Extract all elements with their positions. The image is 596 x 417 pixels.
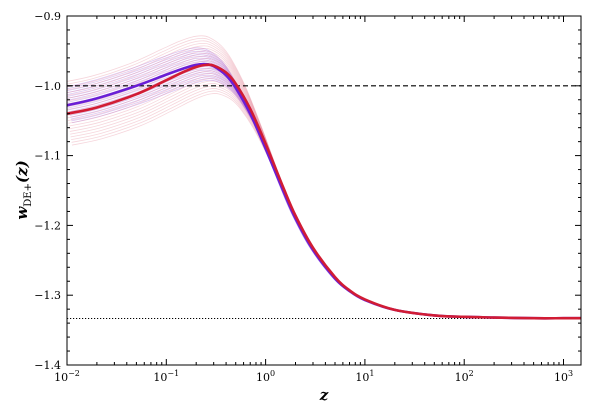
sample-curve <box>68 69 581 319</box>
sample-curve <box>71 90 581 319</box>
sample-curve <box>67 66 581 319</box>
sample-curve <box>67 37 581 319</box>
y-tick-label: −1.2 <box>34 219 61 232</box>
sample-curve <box>70 85 581 319</box>
y-axis-label-args: (z) <box>13 160 31 183</box>
sample-curve <box>67 54 581 319</box>
sample-curve <box>70 76 581 319</box>
x-tick-label: 100 <box>256 369 275 384</box>
y-tick-label: −1.1 <box>34 150 61 163</box>
series-lines <box>67 62 581 320</box>
sample-curve <box>71 92 581 319</box>
y-tick-label: −1.3 <box>34 289 61 302</box>
x-tick-label: 103 <box>554 369 573 384</box>
x-tick-label: 10−1 <box>153 369 179 384</box>
y-axis-label: wDE+(z) <box>13 160 34 219</box>
sample-curve <box>67 70 581 319</box>
sample-curve <box>67 35 581 319</box>
sample-curve <box>67 55 581 319</box>
sample-curves <box>67 35 581 319</box>
sample-curve <box>67 64 581 319</box>
sample-curve <box>67 62 581 319</box>
y-tick-label: −0.9 <box>34 10 61 23</box>
sample-curve <box>71 78 581 319</box>
sample-curve <box>67 60 581 319</box>
sample-curve <box>67 55 581 319</box>
y-tick-label: −1.0 <box>34 80 61 93</box>
series-line-2 <box>67 63 581 320</box>
sample-curve <box>69 73 581 319</box>
x-tick-label: 101 <box>355 369 374 384</box>
x-tick-labels: 10−2 10−1 100 101 102 103 <box>54 369 573 384</box>
sample-curve <box>68 72 581 319</box>
x-tick-label: 10−2 <box>54 369 80 384</box>
sample-curve <box>68 67 581 319</box>
y-tick-labels: −1.4 −1.3 −1.2 −1.1 −1.0 −0.9 <box>34 10 61 372</box>
y-axis-label-sub: DE+ <box>23 183 34 207</box>
reference-lines <box>67 85 581 319</box>
sample-curve <box>67 57 581 319</box>
plot-frame <box>66 15 582 366</box>
sample-curve <box>71 79 581 319</box>
axis-ticks <box>66 15 581 366</box>
x-axis-label: z <box>319 386 329 404</box>
y-axis-label-main: w <box>13 206 31 220</box>
svg-text:wDE+(z): wDE+(z) <box>13 160 34 219</box>
sample-curve <box>70 82 581 319</box>
y-tick-label: −1.4 <box>34 359 61 372</box>
sample-curve <box>69 80 581 319</box>
x-tick-label: 102 <box>455 369 474 384</box>
sample-curve <box>67 67 581 319</box>
